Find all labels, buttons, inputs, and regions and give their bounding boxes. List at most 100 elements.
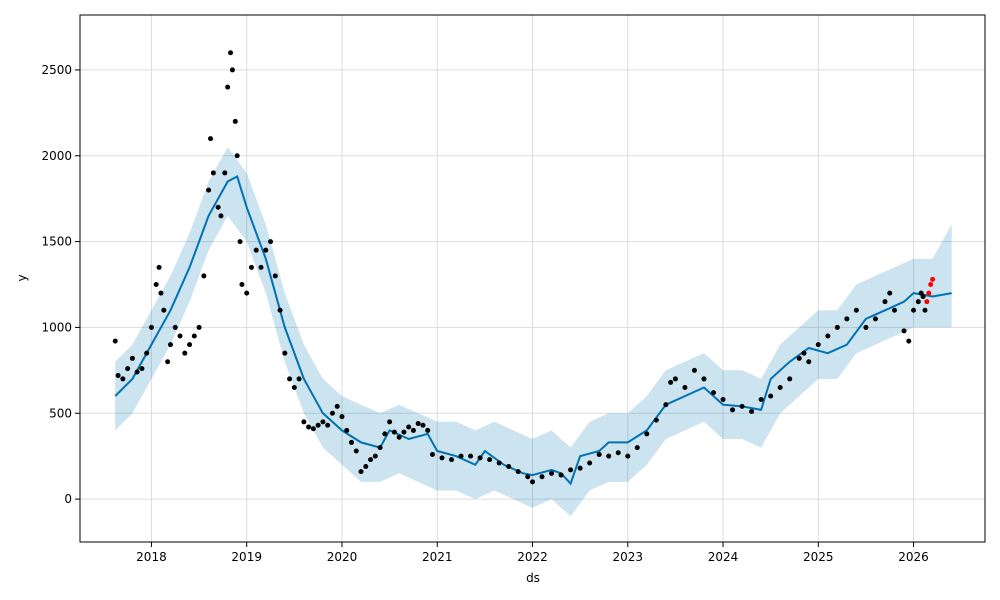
observed-point bbox=[415, 421, 421, 427]
observed-point bbox=[396, 434, 402, 440]
observed-point bbox=[201, 273, 207, 279]
observed-point bbox=[222, 170, 228, 176]
observed-point bbox=[382, 431, 388, 437]
observed-point bbox=[339, 414, 345, 420]
recent-points bbox=[924, 276, 936, 305]
observed-point bbox=[253, 247, 259, 253]
y-tick-label: 2500 bbox=[41, 63, 72, 77]
uncertainty-interval bbox=[115, 147, 952, 517]
observed-point bbox=[218, 213, 224, 219]
y-axis-label: y bbox=[15, 274, 29, 281]
observed-point bbox=[139, 366, 145, 372]
observed-point bbox=[506, 463, 512, 469]
observed-point bbox=[525, 474, 531, 480]
observed-point bbox=[372, 453, 378, 459]
observed-point bbox=[172, 324, 178, 330]
observed-point bbox=[282, 350, 288, 356]
y-tick-label: 1000 bbox=[41, 320, 72, 334]
axes: 2018 2019 2020 2021 2022 2023 2024 2025 2026 0 500… bbox=[41, 14, 986, 564]
observed-point bbox=[239, 282, 245, 288]
recent-point bbox=[926, 290, 932, 296]
observed-point bbox=[892, 307, 897, 313]
observed-point bbox=[268, 239, 274, 245]
observed-point bbox=[768, 393, 774, 399]
observed-point bbox=[115, 372, 121, 378]
observed-point bbox=[363, 463, 369, 469]
y-tick-label: 500 bbox=[49, 406, 72, 420]
observed-point bbox=[406, 424, 412, 430]
observed-point bbox=[739, 403, 745, 409]
observed-point bbox=[358, 469, 364, 475]
observed-point bbox=[196, 324, 202, 330]
observed-point bbox=[887, 290, 893, 296]
observed-point bbox=[277, 307, 283, 313]
x-tick-label: 2022 bbox=[517, 550, 548, 564]
x-tick-label: 2021 bbox=[422, 550, 453, 564]
observed-point bbox=[596, 451, 602, 457]
observed-point bbox=[449, 457, 455, 463]
observed-point bbox=[215, 204, 221, 210]
observed-point bbox=[368, 457, 374, 463]
observed-point bbox=[644, 431, 650, 437]
observed-point bbox=[263, 247, 269, 253]
observed-points bbox=[112, 50, 928, 485]
observed-point bbox=[237, 239, 243, 245]
observed-point bbox=[248, 264, 254, 270]
observed-point bbox=[439, 455, 445, 461]
observed-point bbox=[872, 316, 878, 322]
observed-point bbox=[844, 316, 850, 322]
observed-point bbox=[244, 290, 250, 296]
observed-point bbox=[182, 350, 188, 356]
observed-point bbox=[758, 397, 764, 403]
observed-point bbox=[325, 422, 331, 428]
observed-point bbox=[310, 426, 316, 432]
observed-point bbox=[720, 397, 726, 403]
observed-point bbox=[815, 342, 821, 348]
observed-point bbox=[234, 153, 240, 159]
observed-point bbox=[615, 450, 621, 456]
observed-point bbox=[468, 453, 474, 459]
observed-point bbox=[834, 324, 840, 330]
recent-point bbox=[924, 299, 930, 305]
observed-point bbox=[730, 407, 736, 413]
y-tick-label: 1500 bbox=[41, 235, 72, 249]
observed-point bbox=[777, 385, 783, 391]
observed-point bbox=[906, 338, 912, 344]
observed-point bbox=[915, 299, 921, 305]
observed-point bbox=[477, 455, 483, 461]
observed-point bbox=[922, 307, 928, 313]
observed-point bbox=[344, 427, 350, 433]
interval-band bbox=[115, 147, 952, 517]
observed-point bbox=[920, 294, 926, 300]
observed-point bbox=[177, 333, 183, 339]
observed-point bbox=[701, 376, 707, 382]
observed-point bbox=[425, 427, 431, 433]
observed-point bbox=[391, 429, 397, 435]
observed-point bbox=[306, 424, 312, 430]
observed-point bbox=[672, 376, 678, 382]
observed-point bbox=[158, 290, 164, 296]
observed-point bbox=[148, 324, 154, 330]
observed-point bbox=[749, 409, 755, 415]
x-tick-label: 2018 bbox=[136, 550, 167, 564]
observed-point bbox=[187, 342, 193, 348]
x-tick-label: 2023 bbox=[612, 550, 643, 564]
y-tick-label: 2000 bbox=[41, 149, 72, 163]
x-tick-label: 2026 bbox=[898, 550, 929, 564]
observed-point bbox=[825, 333, 831, 339]
observed-point bbox=[210, 170, 216, 176]
observed-point bbox=[901, 328, 907, 334]
observed-point bbox=[558, 472, 564, 478]
observed-point bbox=[515, 469, 521, 475]
observed-point bbox=[577, 465, 583, 471]
observed-point bbox=[320, 419, 326, 425]
observed-point bbox=[801, 350, 807, 356]
observed-point bbox=[353, 448, 359, 454]
x-tick-label: 2020 bbox=[327, 550, 358, 564]
observed-point bbox=[530, 479, 535, 485]
observed-point bbox=[711, 390, 716, 396]
observed-point bbox=[496, 460, 502, 466]
observed-point bbox=[863, 324, 869, 330]
observed-point bbox=[112, 338, 118, 344]
observed-point bbox=[691, 367, 697, 373]
